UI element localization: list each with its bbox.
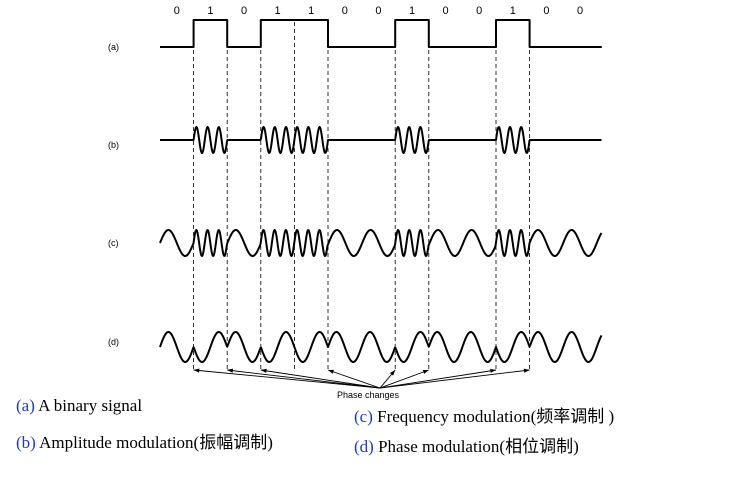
- caption-b: (b) Amplitude modulation(振幅调制): [16, 428, 273, 453]
- bit-label: 0: [577, 5, 583, 17]
- phase-change-arrow: [327, 369, 381, 389]
- binary-signal-waveform: [160, 19, 602, 48]
- caption-d-text: Phase modulation(相位调制): [373, 437, 579, 456]
- frequency-modulation-waveform: [159, 229, 603, 257]
- phase-change-arrowhead: [227, 368, 234, 373]
- bit-label: 1: [207, 5, 213, 17]
- phase-change-arrowhead: [260, 368, 267, 373]
- caption-b-text: Amplitude modulation(振幅调制): [35, 433, 273, 452]
- bit-label: 1: [275, 5, 281, 17]
- bit-label: 1: [308, 5, 314, 17]
- phase-changes-label: Phase changes: [337, 390, 400, 400]
- bit-label: 1: [510, 5, 516, 17]
- row-label-b: (b): [108, 140, 119, 150]
- phase-change-arrow: [227, 369, 381, 389]
- bit-label: 0: [174, 5, 180, 17]
- phase-change-arrow: [260, 369, 381, 389]
- caption-a-tag: (a): [16, 396, 35, 415]
- bit-label: 0: [342, 5, 348, 17]
- phase-change-arrows: [193, 368, 530, 389]
- caption-c-tag: (c): [354, 407, 373, 426]
- caption-a: (a) A binary signal: [16, 396, 142, 416]
- bit-label: 0: [476, 5, 482, 17]
- phase-change-arrow: [193, 369, 381, 389]
- bit-label: 0: [375, 5, 381, 17]
- caption-a-text: A binary signal: [34, 396, 143, 415]
- phase-modulation-waveform: [159, 331, 603, 363]
- amplitude-modulation-waveform: [159, 126, 602, 154]
- phase-change-arrowhead: [193, 368, 200, 373]
- caption-c-text: Frequency modulation(频率调制 ): [372, 407, 615, 426]
- bit-boundary-gridlines: [193, 22, 530, 372]
- row-label-a: (a): [108, 42, 119, 52]
- row-label-c: (c): [108, 238, 119, 248]
- caption-c: (c) Frequency modulation(频率调制 ): [354, 402, 614, 427]
- phase-change-arrow: [379, 369, 497, 389]
- phase-change-arrowhead: [523, 368, 530, 373]
- caption-d: (d) Phase modulation(相位调制): [354, 432, 579, 457]
- row-label-d: (d): [108, 337, 119, 347]
- caption-b-tag: (b): [16, 433, 36, 452]
- phase-change-arrowhead: [328, 369, 334, 374]
- bit-label: 0: [241, 5, 247, 17]
- phase-change-arrow: [379, 369, 429, 389]
- phase-change-arrowhead: [389, 370, 396, 376]
- bit-label: 0: [543, 5, 549, 17]
- phase-change-arrowhead: [422, 370, 429, 374]
- bit-labels: 0 1 0 1 1 0 0 1 0 0 1 0 0: [174, 5, 583, 17]
- bit-label: 1: [409, 5, 415, 17]
- caption-d-tag: (d): [354, 437, 374, 456]
- bit-label: 0: [443, 5, 449, 17]
- phase-change-arrowhead: [490, 368, 496, 373]
- phase-change-arrow: [379, 369, 530, 389]
